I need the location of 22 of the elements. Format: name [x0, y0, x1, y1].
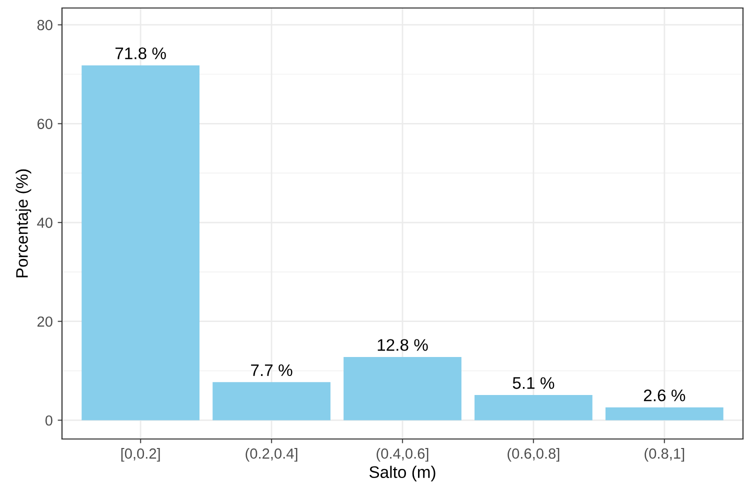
- y-tick-label: 80: [37, 20, 52, 30]
- data-label: 71.8 %: [115, 47, 166, 60]
- bar: [344, 356, 462, 420]
- x-tick-label: (0.6,0.8]: [508, 448, 560, 462]
- y-tick-label: 20: [37, 316, 52, 327]
- bar: [474, 395, 592, 420]
- data-label: 7.7 %: [251, 364, 292, 376]
- data-label: 12.8 %: [378, 339, 428, 351]
- x-axis-title: Salto (m): [369, 466, 436, 482]
- y-tick-label: 0: [45, 415, 52, 426]
- x-tick-label: (0.2,0.4]: [246, 448, 298, 462]
- bar: [212, 382, 330, 420]
- y-tick-label: 40: [37, 218, 52, 228]
- x-tick-label: [0,0.2]: [121, 448, 160, 462]
- y-tick-label: 60: [37, 118, 52, 130]
- x-tick-label: (0.4,0.6]: [376, 448, 428, 462]
- x-tick-label: (0.8,1]: [644, 448, 684, 462]
- y-axis-title: Porcentaje (%): [16, 169, 32, 278]
- data-label: 2.6 %: [644, 389, 686, 402]
- bar: [605, 407, 724, 420]
- data-label: 5.1 %: [512, 377, 554, 389]
- bar: [82, 65, 200, 420]
